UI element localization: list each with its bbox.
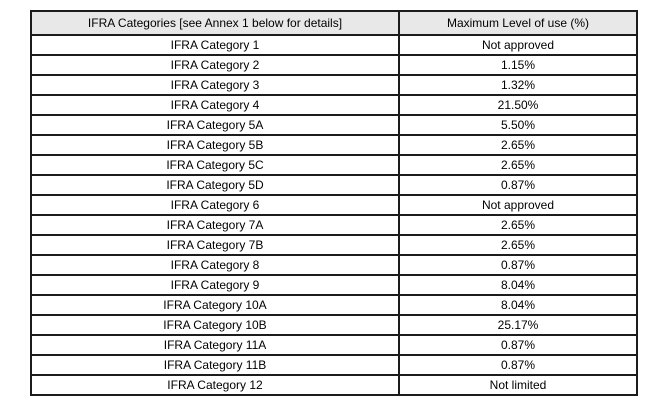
- value-cell: 2.65%: [398, 234, 638, 256]
- table-row: IFRA Category 4 21.50%: [30, 94, 638, 116]
- category-cell: IFRA Category 6: [30, 194, 400, 216]
- value-cell: 21.50%: [398, 94, 638, 116]
- table-row: IFRA Category 5A 5.50%: [30, 114, 638, 136]
- header-cell-categories: IFRA Categories [see Annex 1 below for d…: [30, 10, 400, 36]
- value-cell: 8.04%: [398, 294, 638, 316]
- table-header-row: IFRA Categories [see Annex 1 below for d…: [30, 10, 638, 36]
- value-cell: 2.65%: [398, 154, 638, 176]
- value-cell: 2.65%: [398, 134, 638, 156]
- table-row: IFRA Category 11B 0.87%: [30, 354, 638, 376]
- category-cell: IFRA Category 4: [30, 94, 400, 116]
- header-cell-max-level: Maximum Level of use (%): [398, 10, 638, 36]
- table-row: IFRA Category 7B 2.65%: [30, 234, 638, 256]
- table-row: IFRA Category 2 1.15%: [30, 54, 638, 76]
- category-cell: IFRA Category 9: [30, 274, 400, 296]
- category-cell: IFRA Category 8: [30, 254, 400, 276]
- value-cell: 1.15%: [398, 54, 638, 76]
- table-row: IFRA Category 1 Not approved: [30, 34, 638, 56]
- category-cell: IFRA Category 7B: [30, 234, 400, 256]
- category-cell: IFRA Category 5C: [30, 154, 400, 176]
- category-cell: IFRA Category 1: [30, 34, 400, 56]
- value-cell: 1.32%: [398, 74, 638, 96]
- value-cell: 2.65%: [398, 214, 638, 236]
- table-row: IFRA Category 5D 0.87%: [30, 174, 638, 196]
- table-row: IFRA Category 3 1.32%: [30, 74, 638, 96]
- value-cell: Not approved: [398, 34, 638, 56]
- category-cell: IFRA Category 12: [30, 374, 400, 396]
- category-cell: IFRA Category 10B: [30, 314, 400, 336]
- value-cell: 25.17%: [398, 314, 638, 336]
- category-cell: IFRA Category 11A: [30, 334, 400, 356]
- value-cell: 8.04%: [398, 274, 638, 296]
- category-cell: IFRA Category 5B: [30, 134, 400, 156]
- value-cell: 0.87%: [398, 354, 638, 376]
- ifra-categories-table: IFRA Categories [see Annex 1 below for d…: [30, 10, 638, 396]
- category-cell: IFRA Category 11B: [30, 354, 400, 376]
- value-cell: 0.87%: [398, 334, 638, 356]
- table-row: IFRA Category 12 Not limited: [30, 374, 638, 396]
- table-row: IFRA Category 5C 2.65%: [30, 154, 638, 176]
- table-row: IFRA Category 10B 25.17%: [30, 314, 638, 336]
- table-row: IFRA Category 6 Not approved: [30, 194, 638, 216]
- table-row: IFRA Category 5B 2.65%: [30, 134, 638, 156]
- category-cell: IFRA Category 3: [30, 74, 400, 96]
- value-cell: 5.50%: [398, 114, 638, 136]
- table-row: IFRA Category 8 0.87%: [30, 254, 638, 276]
- value-cell: Not approved: [398, 194, 638, 216]
- value-cell: 0.87%: [398, 174, 638, 196]
- category-cell: IFRA Category 2: [30, 54, 400, 76]
- table-row: IFRA Category 7A 2.65%: [30, 214, 638, 236]
- category-cell: IFRA Category 7A: [30, 214, 400, 236]
- table-row: IFRA Category 9 8.04%: [30, 274, 638, 296]
- table-row: IFRA Category 10A 8.04%: [30, 294, 638, 316]
- category-cell: IFRA Category 5D: [30, 174, 400, 196]
- value-cell: Not limited: [398, 374, 638, 396]
- category-cell: IFRA Category 10A: [30, 294, 400, 316]
- category-cell: IFRA Category 5A: [30, 114, 400, 136]
- value-cell: 0.87%: [398, 254, 638, 276]
- table-row: IFRA Category 11A 0.87%: [30, 334, 638, 356]
